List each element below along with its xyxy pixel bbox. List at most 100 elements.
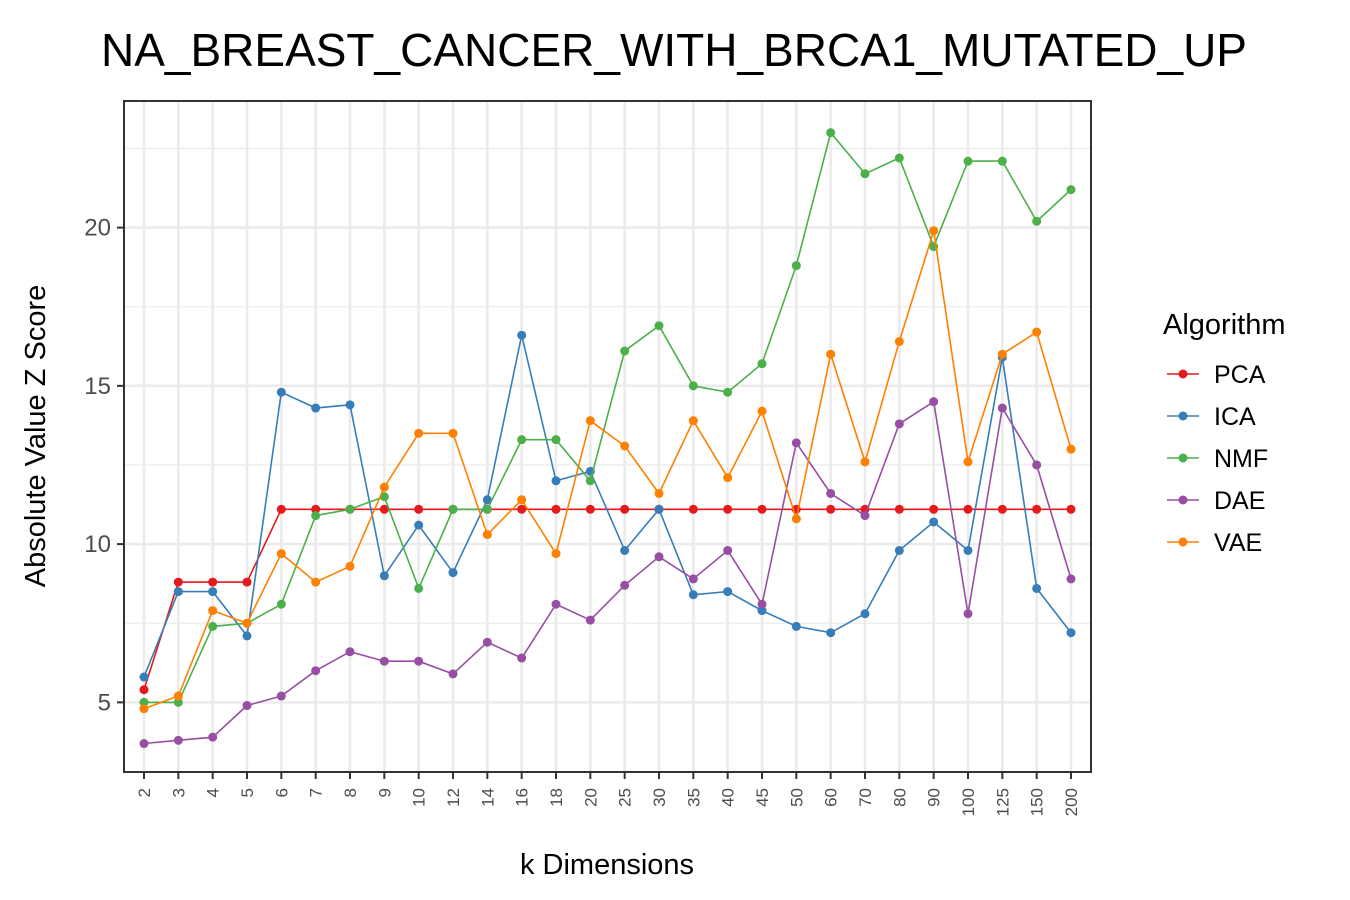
series-line	[144, 130, 1072, 704]
data-point	[139, 739, 149, 749]
data-point	[276, 504, 286, 514]
data-point	[311, 511, 321, 521]
data-point	[688, 416, 698, 426]
data-point	[688, 590, 698, 600]
y-axis: 5 10 15 20	[84, 215, 124, 716]
x-tick-label: 16	[513, 788, 532, 807]
data-point	[585, 476, 595, 486]
data-point	[276, 599, 286, 609]
data-point	[826, 128, 836, 138]
data-point	[620, 545, 630, 555]
data-point	[139, 685, 149, 695]
data-point	[791, 261, 801, 271]
data-point	[173, 587, 183, 597]
legend-item-ica: ICA	[1167, 403, 1256, 431]
series-ica	[139, 330, 1076, 682]
x-tick-label: 60	[822, 788, 841, 807]
data-point	[997, 504, 1007, 514]
data-point	[826, 628, 836, 638]
x-tick-label: 90	[925, 788, 944, 807]
data-point	[894, 337, 904, 347]
legend-key-point	[1178, 411, 1188, 421]
data-point	[688, 574, 698, 584]
data-point	[757, 406, 767, 416]
legend-label: NMF	[1214, 445, 1268, 473]
data-point	[208, 732, 218, 742]
data-point	[1032, 460, 1042, 470]
data-point	[448, 504, 458, 514]
data-point	[379, 482, 389, 492]
data-point	[791, 438, 801, 448]
data-point	[208, 587, 218, 597]
data-point	[414, 656, 424, 666]
data-point	[345, 400, 355, 410]
x-axis: 2 3 4 5 6 7 8 9 10 12 14 16 18 20 25 30 35 40 45 50 60 70 80 90…	[135, 772, 1081, 816]
data-point	[173, 697, 183, 707]
data-point	[757, 504, 767, 514]
x-tick-label: 6	[272, 788, 291, 797]
series-line	[143, 230, 1072, 710]
data-point	[276, 387, 286, 397]
legend-item-nmf: NMF	[1167, 445, 1268, 473]
x-tick-label: 8	[341, 788, 360, 797]
data-point	[963, 609, 973, 619]
data-point	[860, 511, 870, 521]
data-point	[242, 631, 252, 641]
x-tick-label: 200	[1062, 788, 1081, 816]
x-tick-label: 70	[856, 788, 875, 807]
series-line	[143, 335, 1072, 678]
data-point	[997, 403, 1007, 413]
data-point	[585, 416, 595, 426]
series-vae	[139, 226, 1076, 714]
x-axis-title: k Dimensions	[520, 849, 694, 881]
x-tick-label: 5	[238, 788, 257, 797]
series-lines	[139, 128, 1076, 749]
legend-key-point	[1178, 495, 1188, 505]
data-point	[723, 504, 733, 514]
data-point	[791, 514, 801, 524]
data-point	[894, 419, 904, 429]
data-point	[414, 520, 424, 530]
x-tick-label: 30	[650, 788, 669, 807]
plot-border	[123, 100, 1092, 773]
x-tick-label: 2	[135, 788, 154, 797]
data-point	[414, 504, 424, 514]
data-point	[139, 672, 149, 682]
data-point	[345, 647, 355, 657]
data-point	[311, 666, 321, 676]
data-point	[654, 504, 664, 514]
data-point	[517, 330, 527, 340]
data-point	[517, 435, 527, 445]
x-tick-label: 12	[444, 788, 463, 807]
x-tick-label: 3	[169, 788, 188, 797]
y-axis-title: Absolute Value Z Score	[20, 285, 52, 588]
data-point	[551, 476, 561, 486]
legend-item-pca: PCA	[1167, 361, 1266, 389]
series-line	[143, 400, 1072, 745]
data-point	[311, 504, 321, 514]
data-point	[139, 697, 149, 707]
x-tick-label: 9	[375, 788, 394, 797]
data-point	[929, 517, 939, 527]
x-tick-label: 45	[753, 788, 772, 807]
data-point	[826, 349, 836, 359]
data-point	[173, 577, 183, 587]
data-point	[654, 488, 664, 498]
data-point	[723, 545, 733, 555]
data-point	[860, 169, 870, 179]
data-point	[517, 653, 527, 663]
data-point	[1032, 504, 1042, 514]
x-tick-label: 50	[787, 788, 806, 807]
data-point	[826, 504, 836, 514]
data-point	[276, 691, 286, 701]
y-tick-label: 5	[98, 689, 111, 716]
data-point	[860, 609, 870, 619]
x-tick-label: 100	[959, 788, 978, 816]
data-point	[311, 403, 321, 413]
data-point	[379, 492, 389, 502]
data-point	[208, 577, 218, 587]
data-point	[482, 495, 492, 505]
data-point	[1032, 216, 1042, 226]
legend-title: Algorithm	[1163, 309, 1286, 341]
